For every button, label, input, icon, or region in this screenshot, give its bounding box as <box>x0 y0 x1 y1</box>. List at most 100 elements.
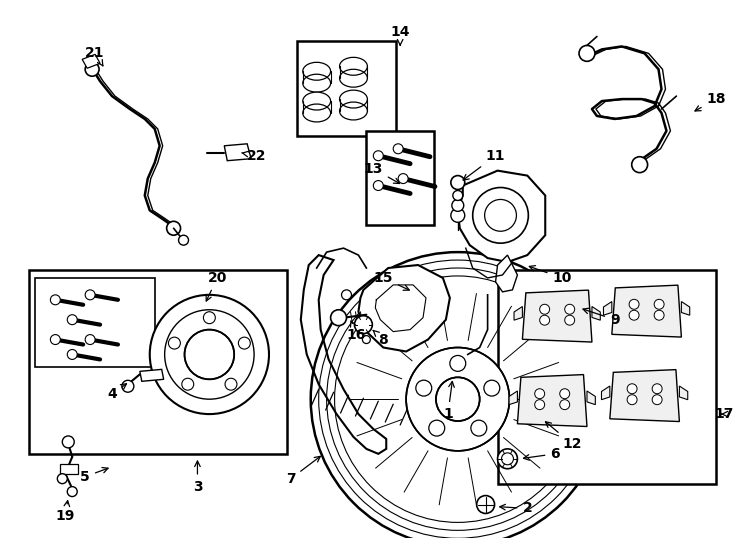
Circle shape <box>560 389 570 399</box>
Circle shape <box>534 400 545 410</box>
Circle shape <box>150 295 269 414</box>
Text: 21: 21 <box>85 46 105 66</box>
Circle shape <box>374 151 383 161</box>
Circle shape <box>374 180 383 191</box>
Circle shape <box>560 400 570 410</box>
Polygon shape <box>601 386 610 400</box>
Polygon shape <box>514 307 523 320</box>
Ellipse shape <box>340 90 368 108</box>
Circle shape <box>68 487 77 497</box>
Text: 1: 1 <box>443 381 454 421</box>
Circle shape <box>85 62 99 76</box>
Circle shape <box>178 235 189 245</box>
Text: 5: 5 <box>80 468 108 484</box>
Circle shape <box>564 315 575 325</box>
Polygon shape <box>681 301 690 315</box>
Polygon shape <box>612 285 681 337</box>
Text: 22: 22 <box>241 148 267 163</box>
Circle shape <box>653 384 662 394</box>
Circle shape <box>406 348 509 451</box>
Circle shape <box>484 380 500 396</box>
Circle shape <box>68 315 77 325</box>
Circle shape <box>452 199 464 211</box>
Circle shape <box>62 436 74 448</box>
Circle shape <box>451 208 465 222</box>
Circle shape <box>450 355 466 372</box>
Circle shape <box>498 449 517 469</box>
Text: 4: 4 <box>107 384 126 401</box>
Circle shape <box>453 191 462 200</box>
Text: 7: 7 <box>286 456 320 485</box>
Bar <box>498 270 716 484</box>
Bar <box>297 42 396 136</box>
Text: 11: 11 <box>463 148 505 180</box>
Polygon shape <box>301 255 386 454</box>
Circle shape <box>85 335 95 345</box>
Bar <box>366 131 434 225</box>
Circle shape <box>85 290 95 300</box>
Text: 8: 8 <box>373 330 388 347</box>
Polygon shape <box>592 307 600 320</box>
Polygon shape <box>495 255 517 292</box>
Polygon shape <box>60 464 79 474</box>
Circle shape <box>629 299 639 309</box>
Text: 6: 6 <box>523 447 560 461</box>
Text: 15: 15 <box>374 271 410 291</box>
Circle shape <box>539 315 550 325</box>
Ellipse shape <box>303 62 330 80</box>
Circle shape <box>539 304 550 314</box>
Circle shape <box>57 474 68 484</box>
Polygon shape <box>523 290 592 342</box>
Bar <box>29 270 287 454</box>
Ellipse shape <box>340 57 368 75</box>
Ellipse shape <box>303 92 330 110</box>
Circle shape <box>398 174 408 184</box>
Circle shape <box>579 45 595 62</box>
Circle shape <box>632 157 647 173</box>
Circle shape <box>534 389 545 399</box>
Polygon shape <box>225 144 251 161</box>
Circle shape <box>473 187 528 243</box>
Polygon shape <box>358 265 450 352</box>
Polygon shape <box>517 375 587 427</box>
Text: 9: 9 <box>583 308 619 327</box>
Circle shape <box>653 395 662 404</box>
Text: 14: 14 <box>390 24 410 45</box>
Text: 3: 3 <box>192 461 203 494</box>
Circle shape <box>416 380 432 396</box>
Circle shape <box>51 335 60 345</box>
Circle shape <box>225 378 237 390</box>
Circle shape <box>184 329 234 379</box>
Circle shape <box>654 310 664 320</box>
Circle shape <box>476 496 495 514</box>
Text: 17: 17 <box>714 407 734 421</box>
Polygon shape <box>680 386 688 400</box>
Polygon shape <box>458 171 545 262</box>
Circle shape <box>355 316 372 334</box>
Circle shape <box>182 378 194 390</box>
Circle shape <box>436 377 479 421</box>
Polygon shape <box>139 369 164 381</box>
Circle shape <box>393 144 403 154</box>
Circle shape <box>471 420 487 436</box>
Circle shape <box>203 312 215 323</box>
Polygon shape <box>610 369 680 422</box>
Circle shape <box>122 380 134 392</box>
Circle shape <box>51 295 60 305</box>
Text: 2: 2 <box>500 502 532 516</box>
Text: 16: 16 <box>346 321 366 342</box>
Circle shape <box>451 176 465 190</box>
Circle shape <box>627 384 637 394</box>
Polygon shape <box>603 301 612 315</box>
Polygon shape <box>509 391 517 404</box>
Circle shape <box>68 349 77 360</box>
Text: 10: 10 <box>529 266 572 285</box>
Text: 12: 12 <box>545 422 582 451</box>
Circle shape <box>168 337 181 349</box>
Text: 13: 13 <box>363 161 399 184</box>
Circle shape <box>564 304 575 314</box>
Circle shape <box>167 221 181 235</box>
Polygon shape <box>82 55 100 68</box>
Text: 18: 18 <box>695 92 726 111</box>
Text: 20: 20 <box>206 271 227 301</box>
